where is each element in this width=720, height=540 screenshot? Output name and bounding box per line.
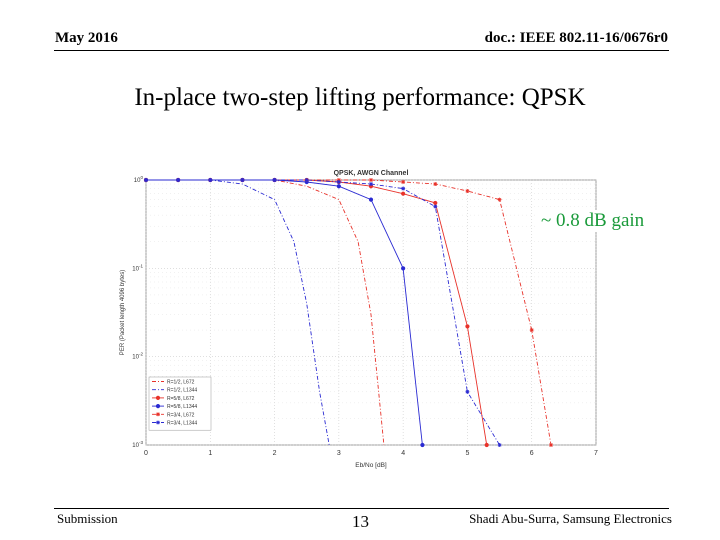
data-point <box>144 178 148 182</box>
data-point <box>176 178 181 182</box>
legend-label: R=3/4, L1344 <box>167 421 197 427</box>
y-tick-label: 10-1 <box>132 263 143 272</box>
x-tick-label: 6 <box>530 450 534 457</box>
plot-area <box>145 179 597 446</box>
data-point <box>208 178 213 182</box>
data-point <box>369 182 373 187</box>
data-point <box>465 189 470 194</box>
footer-submission: Submission <box>57 511 118 526</box>
legend-marker <box>156 412 160 417</box>
page-number: 13 <box>352 512 369 531</box>
data-point <box>401 191 406 196</box>
y-tick-label: 100 <box>134 175 144 184</box>
footer-author: Shadi Abu-Surra, Samsung Electronics <box>469 511 672 526</box>
legend-label: R=5/8, L1344 <box>167 404 197 410</box>
legend-marker <box>156 420 160 425</box>
x-tick-label: 2 <box>273 450 277 457</box>
header-date: May 2016 <box>55 30 118 46</box>
data-point <box>433 182 438 187</box>
x-tick-label: 4 <box>401 450 405 457</box>
footer-rule <box>54 508 669 509</box>
slide-title: In-place two-step lifting performance: Q… <box>134 84 586 111</box>
data-point <box>549 443 553 447</box>
header-rule <box>54 50 669 51</box>
legend-label: R=1/2, L672 <box>167 380 195 386</box>
data-point <box>336 184 341 189</box>
data-point <box>465 389 470 394</box>
y-tick-label: 10-2 <box>132 352 143 361</box>
x-tick-label: 1 <box>208 450 212 457</box>
legend-marker <box>155 395 161 400</box>
data-point <box>401 186 406 191</box>
data-point <box>497 443 502 447</box>
x-tick-label: 5 <box>465 450 469 457</box>
x-tick-label: 7 <box>594 450 598 457</box>
data-point <box>368 197 374 202</box>
series-line-2 <box>146 179 330 446</box>
legend-marker <box>155 404 161 409</box>
data-point <box>420 442 425 448</box>
series-line-6 <box>146 179 500 446</box>
data-point <box>401 179 406 184</box>
data-point <box>336 179 341 184</box>
data-point <box>272 178 277 182</box>
chart-title: QPSK, AWGN Channel <box>334 170 409 177</box>
header-doc-id: doc.: IEEE 802.11-16/0676r0 <box>484 30 668 46</box>
per-chart: 0 1 2 3 4 5 6 7 100 10-1 10-2 10-3 QPSK, AWGN Channe… <box>120 170 598 469</box>
data-point <box>497 197 502 202</box>
data-point <box>433 200 438 206</box>
data-point <box>401 266 406 271</box>
legend-label: R=5/8, L672 <box>167 396 195 402</box>
data-point <box>465 324 470 329</box>
legend-label: R=3/4, L672 <box>167 412 195 418</box>
y-tick-label: 10-3 <box>132 440 143 449</box>
x-tick-label: 0 <box>144 450 148 457</box>
legend-label: R=1/2, L1344 <box>167 388 197 394</box>
data-point <box>484 442 489 448</box>
data-point <box>240 178 245 182</box>
data-point <box>304 178 309 182</box>
y-axis-label: PER (Packet length 4096 bytes) <box>120 270 126 355</box>
data-point <box>529 328 534 333</box>
x-tick-label: 3 <box>337 450 341 457</box>
gain-annotation: ~ 0.8 dB gain <box>538 210 648 232</box>
data-point <box>433 204 438 209</box>
data-point <box>369 178 373 182</box>
x-axis-label: Eb/No [dB] <box>355 462 387 469</box>
